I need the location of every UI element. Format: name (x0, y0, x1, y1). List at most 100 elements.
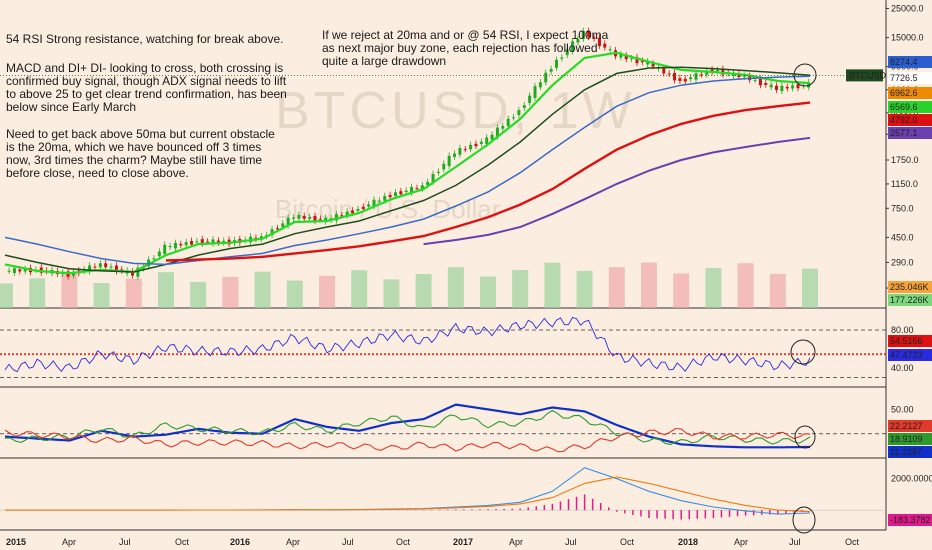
watermark-symbol: BTCUSD, 1W (275, 82, 636, 140)
candle-body (436, 171, 440, 173)
candle-body (190, 240, 194, 245)
candle-body (495, 127, 499, 138)
time-tick-label: Apr (734, 537, 748, 547)
candle-body (469, 144, 473, 150)
candle-body (619, 54, 623, 58)
candle-body (157, 251, 161, 257)
candle-body (630, 58, 634, 60)
price-tick-label: 450.0 (891, 232, 914, 242)
highlight-circle-rsi (790, 339, 816, 365)
volume-bar (125, 278, 142, 308)
candle-body (222, 240, 226, 243)
ma-line-ma50 (4, 66, 811, 273)
candle-body (340, 215, 344, 217)
rsi-tag-label: 54.5166 (890, 336, 923, 346)
macd-signal-line (5, 476, 811, 513)
candle-body (479, 141, 483, 144)
rsi-tag-label: 47.4723 (890, 350, 923, 360)
candle-body (528, 95, 532, 103)
ma-line-ma100 (4, 75, 811, 266)
volume-bar (415, 273, 432, 308)
candle-body (758, 78, 762, 86)
candle-body (431, 173, 435, 182)
rsi-tag-bg (888, 335, 932, 347)
candle-body (662, 68, 666, 74)
candle-body (7, 270, 11, 272)
annotation-100ma-buyzone: If we reject at 20ma and or @ 54 RSI, I … (322, 28, 609, 68)
candle-body (334, 214, 338, 221)
candle-body (522, 105, 526, 108)
candle-body (646, 61, 650, 65)
price-tag-label: 2577.1 (890, 128, 918, 138)
dmi-tag-bg (888, 446, 932, 458)
volume-bar (737, 263, 754, 308)
volume-bar (222, 276, 239, 308)
time-tick-label: 2018 (678, 537, 698, 547)
candle-body (211, 239, 215, 244)
price-tag-label: 6569.6 (890, 102, 918, 112)
candle-body (367, 204, 371, 207)
time-tick-label: Oct (396, 537, 411, 547)
candle-body (769, 84, 773, 88)
macd-tick-label: 2000.0000 (891, 474, 932, 484)
candle-body (791, 85, 795, 89)
time-tick-label: 2015 (6, 537, 26, 547)
candle-body (608, 49, 612, 51)
candle-body (163, 244, 167, 254)
candle-body (571, 41, 575, 52)
time-tick-label: Oct (175, 537, 190, 547)
candle-body (581, 31, 585, 40)
candle-body (603, 43, 607, 48)
candle-body (152, 258, 156, 260)
candle-body (12, 268, 16, 274)
candle-body (807, 82, 811, 88)
volume-bar (93, 283, 110, 308)
time-tick-label: Oct (845, 537, 860, 547)
annotation-macd-di: MACD and DI+ DI- looking to cross, both … (6, 61, 287, 114)
candle-body (297, 214, 301, 219)
price-tick-label: 1150.0 (891, 179, 918, 189)
volume-bar (576, 270, 593, 308)
candle-body (420, 185, 424, 190)
volume-bar (608, 267, 625, 308)
candle-body (415, 188, 419, 190)
candle-body (775, 85, 779, 90)
candle-body (463, 149, 467, 151)
candle-body (506, 118, 510, 127)
highlight-circle-dmi (794, 425, 816, 449)
time-tick-label: 2017 (453, 537, 473, 547)
candle-body (683, 78, 687, 82)
candle-body (512, 117, 516, 119)
candle-body (345, 211, 349, 216)
volume-bar (286, 280, 303, 308)
candle-body (200, 239, 204, 244)
candle-body (474, 143, 478, 147)
candle-body (318, 218, 322, 220)
dmi-tag-label: 22.2127 (890, 421, 923, 431)
candle-body (694, 73, 698, 80)
candle-body (270, 229, 274, 236)
candle-body (715, 69, 719, 72)
volume-bar (512, 269, 529, 308)
candle-body (308, 217, 312, 219)
candle-body (785, 86, 789, 89)
candle-body (592, 37, 596, 39)
highlight-circle-macd (792, 506, 816, 534)
candle-body (302, 215, 306, 219)
price-tag-bg (888, 87, 932, 99)
volume-bar (480, 276, 496, 308)
candle-body (635, 57, 639, 64)
price-tick-label: 290.0 (891, 257, 914, 267)
volume-bar (769, 273, 786, 308)
candle-body (18, 269, 22, 272)
price-tag-bg (888, 114, 932, 126)
price-tag-bg (888, 281, 932, 293)
rsi-tag-bg (888, 349, 932, 361)
candle-body (651, 63, 655, 67)
volume-bar (158, 272, 174, 308)
volume-bars (0, 262, 818, 308)
candle-body (372, 199, 376, 207)
volume-bar (0, 283, 13, 308)
candle-body (104, 263, 108, 268)
